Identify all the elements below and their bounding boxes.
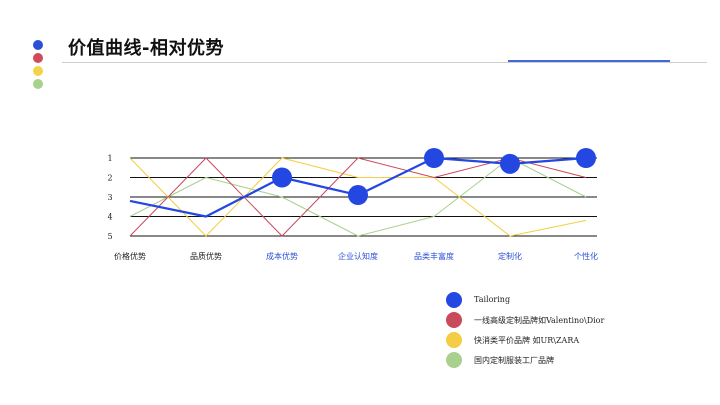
x-tick-label: 品类丰富度 xyxy=(414,251,454,261)
legend-swatch-fast-fashion xyxy=(446,332,462,348)
x-tick-label: 个性化 xyxy=(574,251,598,261)
decorative-dots xyxy=(33,40,45,92)
y-tick-label: 2 xyxy=(107,174,112,183)
dot-yellow xyxy=(33,66,43,76)
title-accent-bar xyxy=(508,60,670,62)
series-line-fast-fashion xyxy=(129,157,587,237)
tailoring-point xyxy=(272,167,292,188)
y-tick-label: 5 xyxy=(107,232,112,241)
dot-blue xyxy=(33,40,43,50)
legend-swatch-luxury xyxy=(446,312,462,328)
x-tick-label: 定制化 xyxy=(498,251,522,261)
legend-label: Tailoring xyxy=(474,295,511,304)
x-tick-label: 成本优势 xyxy=(266,251,298,261)
legend-label: 国内定制服装工厂品牌 xyxy=(474,356,554,365)
dot-green xyxy=(33,79,43,89)
x-tick-label: 品质优势 xyxy=(190,251,222,261)
legend-label: 快消类平价品牌 如UR\ZARA xyxy=(474,336,580,345)
dot-red xyxy=(33,53,43,63)
tailoring-point xyxy=(500,153,520,174)
legend-swatch-factory xyxy=(446,352,462,368)
tailoring-point xyxy=(576,148,596,168)
y-tick-label: 4 xyxy=(107,213,112,222)
x-tick-label: 价格优势 xyxy=(114,251,146,261)
tailoring-point xyxy=(348,185,368,206)
title-divider xyxy=(62,62,707,63)
tailoring-point xyxy=(424,148,444,168)
y-tick-label: 3 xyxy=(107,193,112,202)
page-title: 价值曲线-相对优势 xyxy=(68,38,224,59)
legend-swatch-tailoring xyxy=(446,292,462,308)
legend-label: 一线高级定制品牌如Valentino\Dior xyxy=(474,316,605,325)
x-tick-label: 企业认知度 xyxy=(338,251,378,261)
y-tick-label: 1 xyxy=(107,154,112,163)
